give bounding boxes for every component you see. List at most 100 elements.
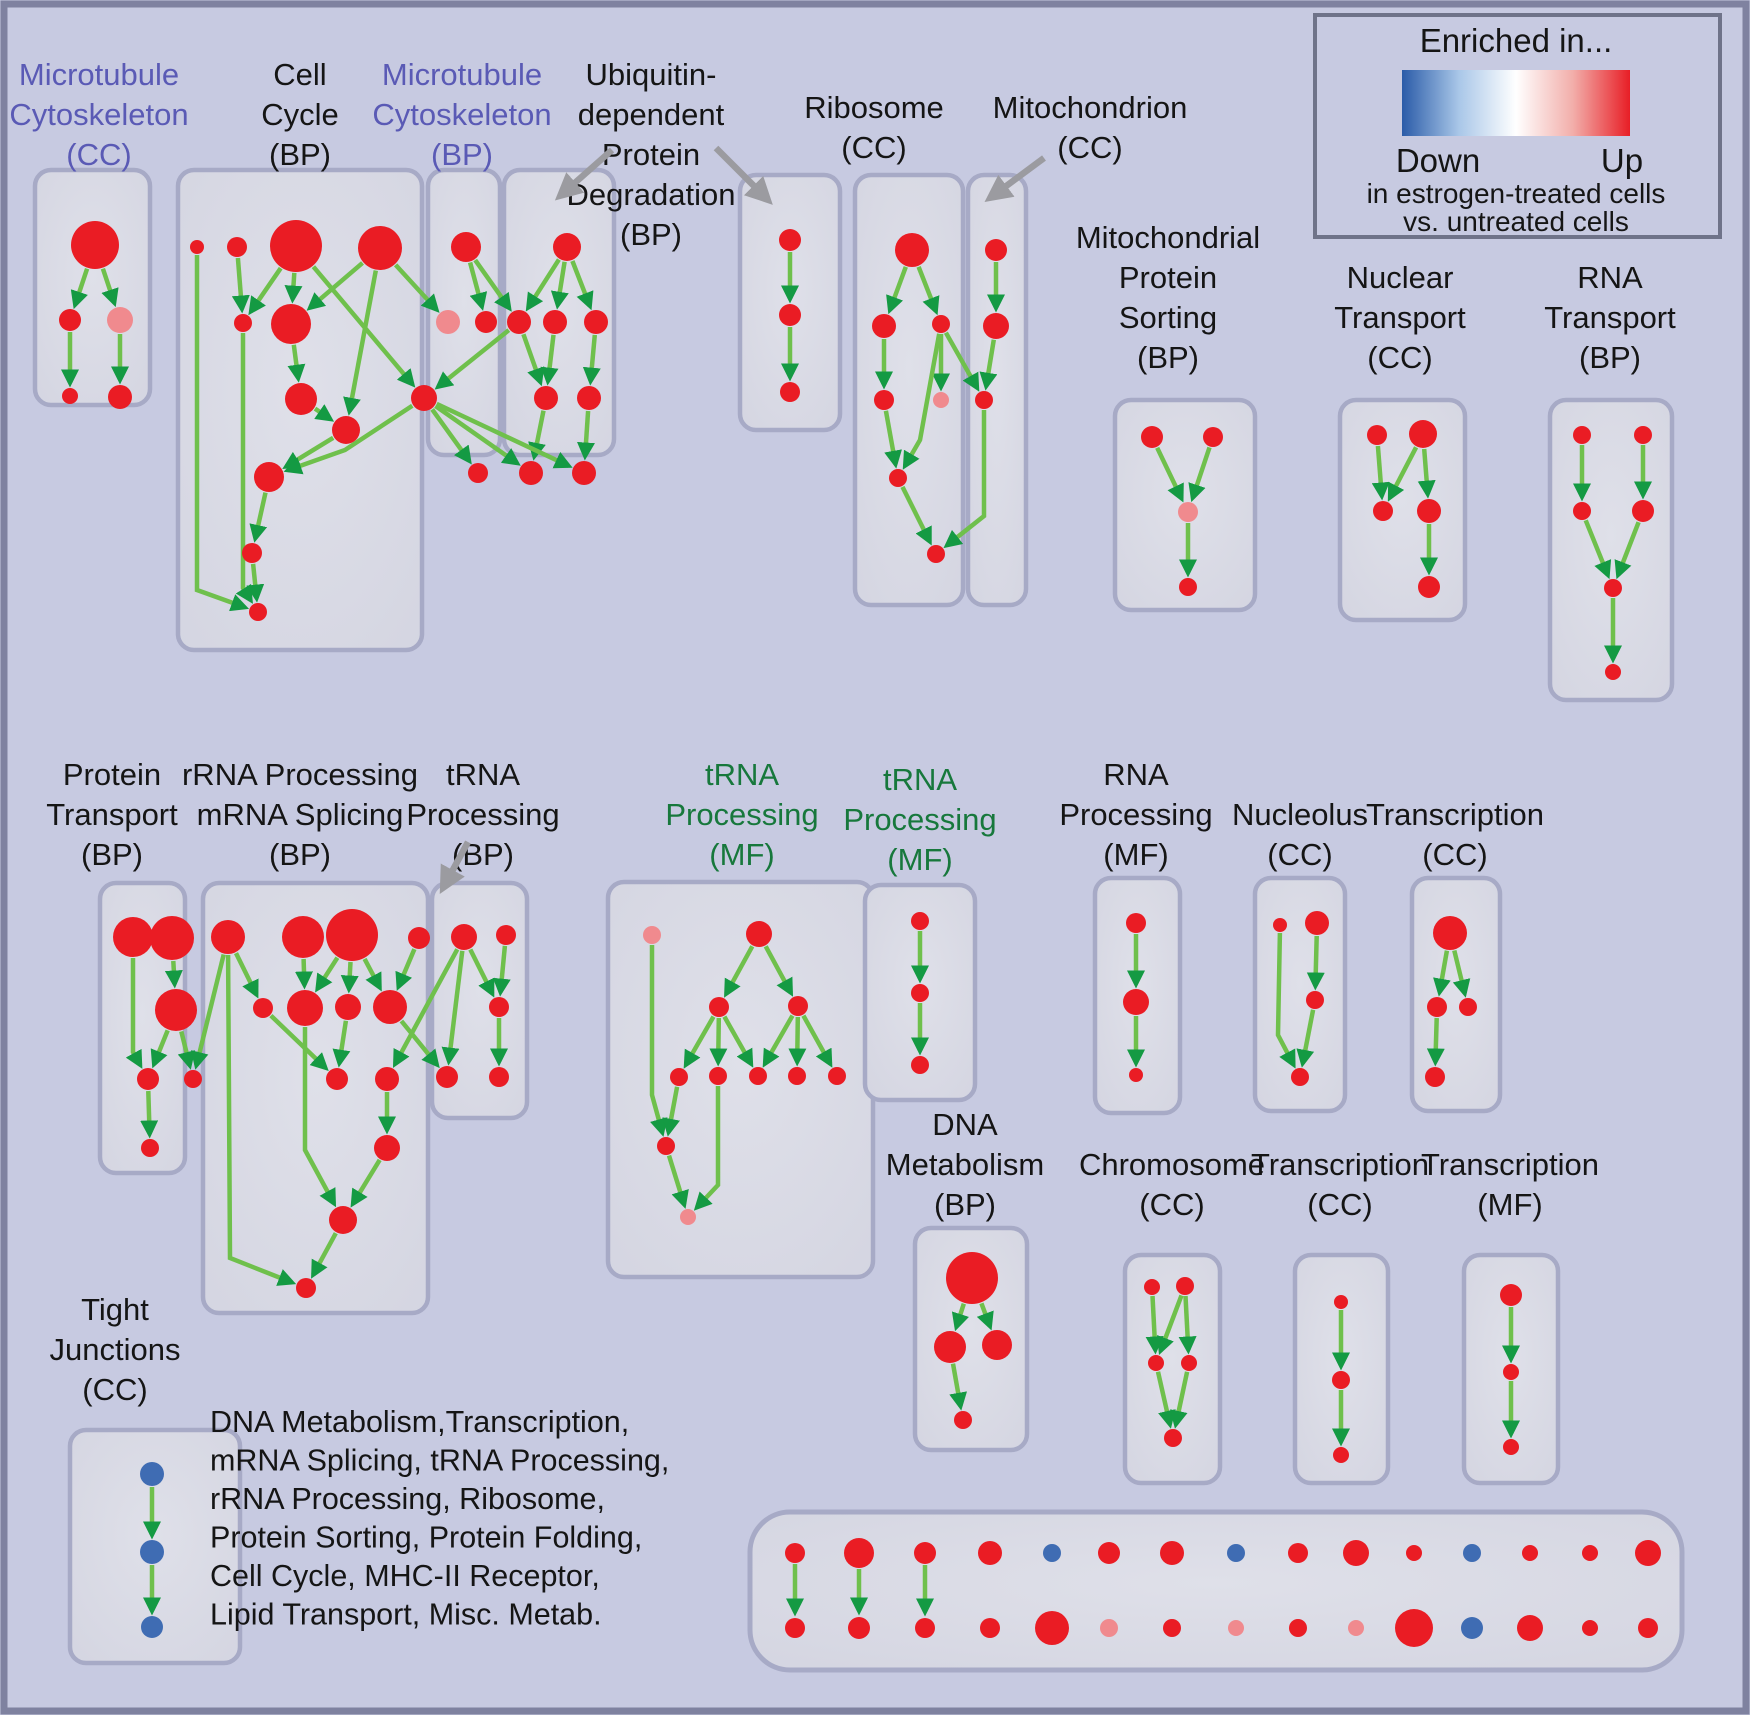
cluster-label-protein-transport: Protein Transport (BP) [46,757,178,872]
go-term-node-protein-transport-C [155,989,197,1031]
go-term-node-transcription-cc-1-bt [1425,1067,1445,1087]
edge-cell-cycle [284,272,303,304]
edge-cell-cycle [311,265,416,388]
go-term-node-nucleolus-bgn [1305,911,1329,935]
strip-node-bottom-10 [1348,1620,1364,1636]
go-term-node-trna-processing-bp-t4 [436,1066,458,1088]
trna-processing-bp-pointer [439,840,471,894]
edge-ubiquitin-a [550,261,569,310]
edge-ubiquitin-a [540,334,559,386]
edge-trna-processing-mf-1 [762,1014,795,1068]
strip-node-top-4 [978,1541,1002,1565]
go-term-node-microtubule-bp-top [451,232,481,262]
go-term-node-trna-processing-mf-1-j [657,1137,675,1155]
go-term-node-trna-processing-mf-1-g1 [746,921,772,947]
strip-node-top-14 [1582,1545,1598,1561]
legend-caption-line2: vs. untreated cells [1403,206,1629,237]
go-term-node-chromosome-bt [1164,1429,1182,1447]
go-term-node-trna-processing-mf-1-pk1 [643,926,661,944]
bottom-strip-box [747,1509,1685,1673]
edge-nuclear-transport [1417,448,1436,499]
go-term-node-rna-processing-mf-v1 [1126,913,1146,933]
edge-trna-processing-mf-1 [666,1154,689,1209]
go-term-node-microtubule-cc-top [71,221,119,269]
go-term-node-ribosome-M [889,469,907,487]
go-term-node-transcription-cc-1-c2 [1459,998,1477,1016]
go-term-node-protein-transport-D [137,1068,159,1090]
edge-rrna-processing-mrna-splicing [233,952,259,999]
edge-nuclear-transport [1371,445,1390,501]
strip-node-bottom-9 [1289,1619,1307,1637]
edge-protein-transport [150,1029,170,1069]
strip-node-top-12 [1463,1544,1481,1562]
cross-edge [943,410,987,549]
go-term-node-rna-transport-bt [1605,664,1621,680]
edge-ubiquitin-a [525,258,561,312]
edge-ubiquitin-a [582,334,601,386]
cluster-label-dna-metabolism: DNA Metabolism (BP) [886,1107,1045,1222]
go-term-node-trna-processing-bp-t3 [489,997,509,1017]
edge-chromosome [1145,1295,1164,1355]
edge-transcription-cc-1 [1452,949,1471,998]
strip-node-bottom-7 [1163,1619,1181,1637]
edge-trna-processing-mf-1 [662,1086,680,1137]
edge-mitochondrial-protein-sorting [1188,446,1212,503]
go-term-node-mitochondrial-protein-sorting-bt [1179,578,1197,596]
go-term-node-rrna-processing-mrna-splicing-r [296,1278,316,1298]
strip-node-bottom-15 [1638,1618,1658,1638]
edge-transcription-cc-1 [1426,1017,1445,1067]
legend-gradient-bar [1402,70,1630,136]
go-term-node-rrna-processing-mrna-splicing-c1 [211,920,245,954]
cluster-label-rna-processing-mf: RNA Processing (MF) [1059,757,1212,872]
go-term-node-mitochondrion-mlow [975,391,993,409]
annotation-line-2: mRNA Splicing, tRNA Processing, [210,1444,669,1478]
edge-cell-cycle [248,266,283,316]
go-term-node-ribosome-PK [933,392,949,408]
go-term-node-transcription-mf-v1 [1500,1284,1522,1306]
cluster-box-chromosome [1122,1252,1223,1486]
strip-node-bottom-6 [1100,1619,1118,1637]
edge-rrna-processing-mrna-splicing [302,1027,337,1208]
go-term-node-tight-junctions-v3 [141,1616,163,1638]
go-term-node-mitochondrial-protein-sorting-t2 [1203,427,1223,447]
cluster-label-transcription-cc-2: Transcription (CC) [1251,1147,1429,1222]
go-term-node-cell-cycle-a [190,240,204,254]
edge-trna-processing-mf-1 [709,1017,728,1067]
edge-chromosome [1178,1295,1197,1355]
go-term-node-protein-transport-B [150,916,194,960]
edge-trna-processing-mf-1 [649,945,668,1137]
cluster-label-microtubule-bp: Microtubule Cytoskeleton (BP) [372,57,551,172]
go-term-node-transcription-cc-1-c1 [1427,997,1447,1017]
annotation-line-1: DNA Metabolism,Transcription, [210,1405,629,1439]
strip-node-top-9 [1288,1543,1308,1563]
legend-caption-line1: in estrogen-treated cells [1367,178,1666,209]
edge-cell-cycle [249,492,268,543]
cluster-label-nuclear-transport: Nuclear Transport (CC) [1334,260,1466,375]
go-term-node-mitochondrial-protein-sorting-t1 [1141,426,1163,448]
go-term-node-ribosome-L2 [874,390,894,410]
go-term-node-rrna-processing-mrna-splicing-n2 [375,1067,399,1091]
edge-microtubule-cc [70,267,90,310]
go-term-node-transcription-mf-v3 [1503,1439,1519,1455]
edge-nucleolus [1306,935,1325,991]
edge-rrna-processing-mrna-splicing [269,1013,329,1072]
go-term-node-mitochondrion-mtop [985,239,1007,261]
cluster-label-transcription-mf: Transcription (MF) [1421,1147,1599,1222]
cluster-label-tight-junctions: Tight Junctions (CC) [50,1292,181,1407]
go-term-node-nuclear-transport-t1 [1367,425,1387,445]
edge-transcription-cc-1 [1433,950,1451,997]
go-term-node-ubiquitin-a-m_b [543,310,567,334]
edge-cell-cycle [283,403,414,475]
go-term-node-cell-cycle-hub [411,385,437,411]
strip-node-bottom-13 [1517,1615,1543,1641]
strip-node-bottom-14 [1582,1620,1598,1636]
strip-node-top-15 [1635,1540,1661,1566]
edge-cell-cycle [231,257,250,314]
go-term-node-microtubule-cc-r2 [108,385,132,409]
go-term-node-rrna-processing-mrna-splicing-q [329,1206,357,1234]
edge-microtubule-bp [467,261,488,311]
go-term-node-trna-processing-mf-1-g2 [709,997,729,1017]
cross-edge [943,331,980,392]
go-term-node-rna-transport-m2 [1632,500,1654,522]
edge-rrna-processing-mrna-splicing [340,961,359,994]
